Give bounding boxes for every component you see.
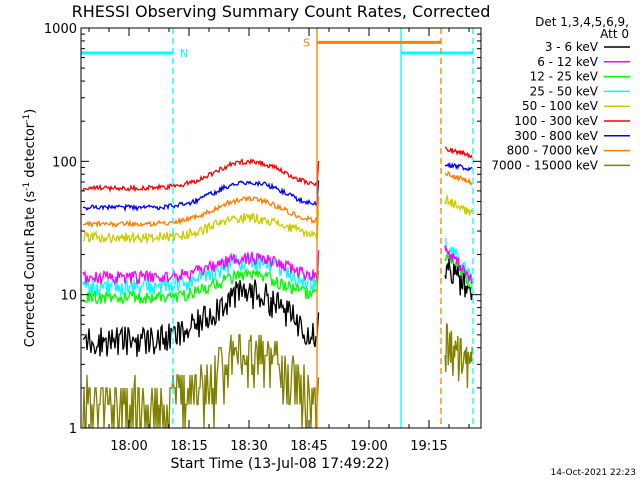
series-line-post: [444, 259, 473, 301]
plot-frame: [80, 27, 482, 429]
x-tick-label: 18:45: [290, 439, 327, 454]
legend-label: 7000 - 15000 keV: [491, 158, 598, 172]
series-line-pre: [82, 180, 320, 213]
saa-label: S: [303, 36, 310, 49]
legend-label: 6 - 12 keV: [537, 55, 599, 69]
legend-label: 300 - 800 keV: [514, 129, 598, 143]
x-tick-label: 19:15: [410, 439, 447, 454]
y-axis-label-exp2: -1: [22, 114, 32, 123]
series-line-pre: [82, 209, 320, 245]
timestamp: 14-Oct-2021 22:23: [551, 468, 636, 478]
y-tick-label: 100: [52, 155, 77, 170]
y-tick-label: 1000: [44, 22, 77, 37]
night-label: N: [180, 47, 188, 60]
series-line-pre: [82, 279, 320, 357]
series-line-pre: [82, 157, 320, 193]
x-tick-label: 18:30: [230, 439, 267, 454]
y-axis: 1 10 100 1000: [44, 22, 481, 437]
y-tick-label: 10: [60, 289, 77, 304]
series-line-post: [444, 194, 473, 217]
x-tick-label: 19:00: [350, 439, 387, 454]
y-tick-label: 1: [69, 422, 77, 437]
legend-label: 100 - 300 keV: [514, 114, 598, 128]
legend-label: 800 - 7000 keV: [507, 144, 599, 158]
legend-title-line2: Att 0: [600, 27, 629, 41]
series-line-post: [444, 323, 473, 389]
y-axis-label-end: ): [23, 109, 38, 114]
y-axis-label: Corrected Count Rate (s-1 detector-1): [22, 109, 38, 347]
y-axis-label-mid: detector: [23, 122, 38, 182]
series-line-pre: [82, 334, 320, 429]
chart-title: RHESSI Observing Summary Count Rates, Co…: [72, 2, 491, 21]
legend-label: 25 - 50 keV: [530, 84, 599, 98]
series-line-pre: [82, 250, 320, 286]
series-line-post: [444, 245, 473, 285]
legend-label: 50 - 100 keV: [522, 99, 599, 113]
y-axis-label-main: Corrected Count Rate (s: [23, 191, 38, 348]
series-line-post: [444, 146, 473, 159]
legend-title-line1: Det 1,3,4,5,6,9,: [535, 15, 629, 29]
x-tick-label: 18:15: [170, 439, 207, 454]
series-line-pre: [82, 195, 320, 229]
x-axis: 18:00 18:15 18:30 18:45 19:00 19:15: [88, 28, 470, 454]
legend-label: 12 - 25 keV: [530, 70, 599, 84]
series-layer: [82, 146, 473, 429]
x-axis-label: Start Time (13-Jul-08 17:49:22): [170, 456, 389, 472]
x-tick-label: 18:00: [110, 439, 147, 454]
series-line-pre: [82, 267, 320, 306]
annotation-layer: NS: [81, 28, 474, 428]
series-line-post: [444, 161, 473, 172]
legend-label: 3 - 6 keV: [545, 40, 599, 54]
y-axis-label-exp1: -1: [22, 182, 32, 191]
series-line-post: [444, 171, 473, 186]
